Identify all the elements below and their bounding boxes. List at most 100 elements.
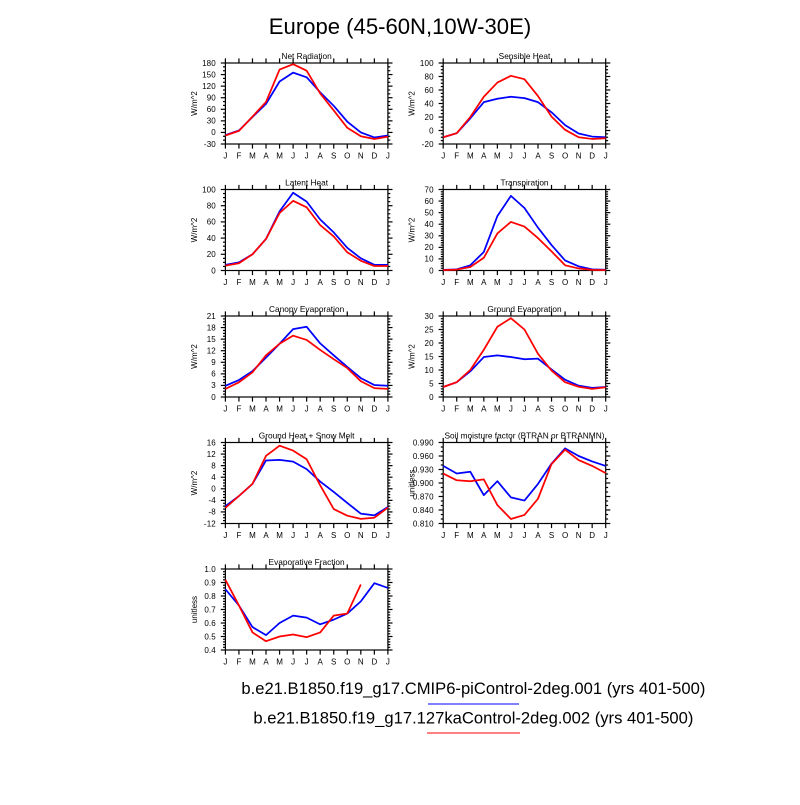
svg-text:J: J xyxy=(441,531,445,540)
svg-text:J: J xyxy=(223,531,227,540)
svg-text:60: 60 xyxy=(424,86,434,95)
svg-text:F: F xyxy=(236,152,241,161)
svg-text:J: J xyxy=(305,152,309,161)
svg-text:O: O xyxy=(344,405,350,414)
svg-text:0.930: 0.930 xyxy=(413,465,434,474)
svg-text:A: A xyxy=(535,531,541,540)
svg-text:15: 15 xyxy=(424,352,434,361)
svg-text:J: J xyxy=(305,531,309,540)
svg-text:J: J xyxy=(509,405,513,414)
svg-text:0: 0 xyxy=(211,485,216,494)
svg-text:0: 0 xyxy=(429,393,434,402)
svg-text:b.e21.B1850.f19_g17.CMIP6-piCo: b.e21.B1850.f19_g17.CMIP6-piControl-2deg… xyxy=(241,679,705,698)
svg-text:Net Radiation: Net Radiation xyxy=(281,51,332,61)
svg-text:8: 8 xyxy=(211,461,216,470)
svg-text:J: J xyxy=(291,658,295,667)
svg-text:A: A xyxy=(318,152,324,161)
svg-text:0.6: 0.6 xyxy=(204,619,216,628)
svg-text:N: N xyxy=(576,405,582,414)
svg-text:M: M xyxy=(467,405,474,414)
svg-text:D: D xyxy=(371,531,377,540)
svg-text:1.0: 1.0 xyxy=(204,565,216,574)
svg-text:M: M xyxy=(276,405,283,414)
svg-text:M: M xyxy=(249,405,256,414)
svg-text:N: N xyxy=(576,152,582,161)
svg-text:S: S xyxy=(331,531,336,540)
svg-text:40: 40 xyxy=(424,99,434,108)
svg-text:A: A xyxy=(535,152,541,161)
svg-text:J: J xyxy=(386,278,390,287)
svg-text:D: D xyxy=(371,405,377,414)
svg-text:Evaporative Fraction: Evaporative Fraction xyxy=(269,557,345,567)
svg-text:S: S xyxy=(331,278,336,287)
svg-text:W/m^2: W/m^2 xyxy=(190,91,199,116)
svg-text:J: J xyxy=(509,152,513,161)
svg-text:21: 21 xyxy=(207,312,217,321)
svg-text:J: J xyxy=(522,152,526,161)
svg-text:Ground Heat + Snow Melt: Ground Heat + Snow Melt xyxy=(259,430,355,440)
svg-text:M: M xyxy=(467,531,474,540)
svg-text:A: A xyxy=(481,152,487,161)
svg-text:J: J xyxy=(223,152,227,161)
svg-text:W/m^2: W/m^2 xyxy=(190,344,199,369)
svg-text:M: M xyxy=(494,152,501,161)
svg-text:0.5: 0.5 xyxy=(204,632,216,641)
svg-text:0.900: 0.900 xyxy=(413,479,434,488)
svg-text:J: J xyxy=(386,658,390,667)
svg-text:Europe (45-60N,10W-30E): Europe (45-60N,10W-30E) xyxy=(269,14,531,39)
svg-text:A: A xyxy=(263,658,269,667)
svg-text:-8: -8 xyxy=(208,508,216,517)
svg-text:-30: -30 xyxy=(204,140,216,149)
svg-text:O: O xyxy=(562,278,568,287)
svg-text:M: M xyxy=(249,531,256,540)
svg-text:0.4: 0.4 xyxy=(204,646,216,655)
svg-text:M: M xyxy=(467,278,474,287)
svg-text:0.810: 0.810 xyxy=(413,519,434,528)
svg-text:O: O xyxy=(344,278,350,287)
svg-text:W/m^2: W/m^2 xyxy=(190,470,199,495)
svg-text:J: J xyxy=(305,278,309,287)
svg-text:O: O xyxy=(562,405,568,414)
svg-text:J: J xyxy=(522,278,526,287)
svg-text:Soil moisture factor (BTRAN or: Soil moisture factor (BTRAN or BTRANMN) xyxy=(445,430,605,440)
svg-text:J: J xyxy=(223,658,227,667)
svg-text:Transpiration: Transpiration xyxy=(500,177,548,187)
svg-text:W/m^2: W/m^2 xyxy=(408,91,417,116)
svg-text:120: 120 xyxy=(202,82,216,91)
svg-text:90: 90 xyxy=(207,94,217,103)
svg-text:W/m^2: W/m^2 xyxy=(190,217,199,242)
svg-text:5: 5 xyxy=(429,379,434,388)
svg-text:J: J xyxy=(441,405,445,414)
svg-text:D: D xyxy=(371,278,377,287)
svg-text:0.990: 0.990 xyxy=(413,438,434,447)
svg-text:100: 100 xyxy=(420,59,434,68)
svg-text:M: M xyxy=(276,531,283,540)
svg-text:N: N xyxy=(358,658,364,667)
svg-text:M: M xyxy=(249,278,256,287)
svg-text:12: 12 xyxy=(207,450,217,459)
svg-text:J: J xyxy=(522,405,526,414)
svg-text:18: 18 xyxy=(207,323,217,332)
svg-text:A: A xyxy=(535,405,541,414)
svg-text:J: J xyxy=(291,278,295,287)
svg-text:M: M xyxy=(494,531,501,540)
svg-text:J: J xyxy=(522,531,526,540)
svg-text:16: 16 xyxy=(207,438,217,447)
svg-text:O: O xyxy=(344,658,350,667)
svg-text:J: J xyxy=(223,278,227,287)
svg-text:J: J xyxy=(441,278,445,287)
svg-text:A: A xyxy=(263,152,269,161)
svg-text:40: 40 xyxy=(207,234,217,243)
svg-text:A: A xyxy=(481,278,487,287)
svg-text:-20: -20 xyxy=(422,140,434,149)
svg-text:100: 100 xyxy=(202,185,216,194)
svg-text:20: 20 xyxy=(424,243,434,252)
svg-text:A: A xyxy=(535,278,541,287)
svg-text:W/m^2: W/m^2 xyxy=(408,344,417,369)
svg-text:0.960: 0.960 xyxy=(413,452,434,461)
svg-text:40: 40 xyxy=(424,220,434,229)
svg-text:J: J xyxy=(291,152,295,161)
svg-text:30: 30 xyxy=(424,232,434,241)
svg-text:O: O xyxy=(562,531,568,540)
svg-text:J: J xyxy=(604,278,608,287)
